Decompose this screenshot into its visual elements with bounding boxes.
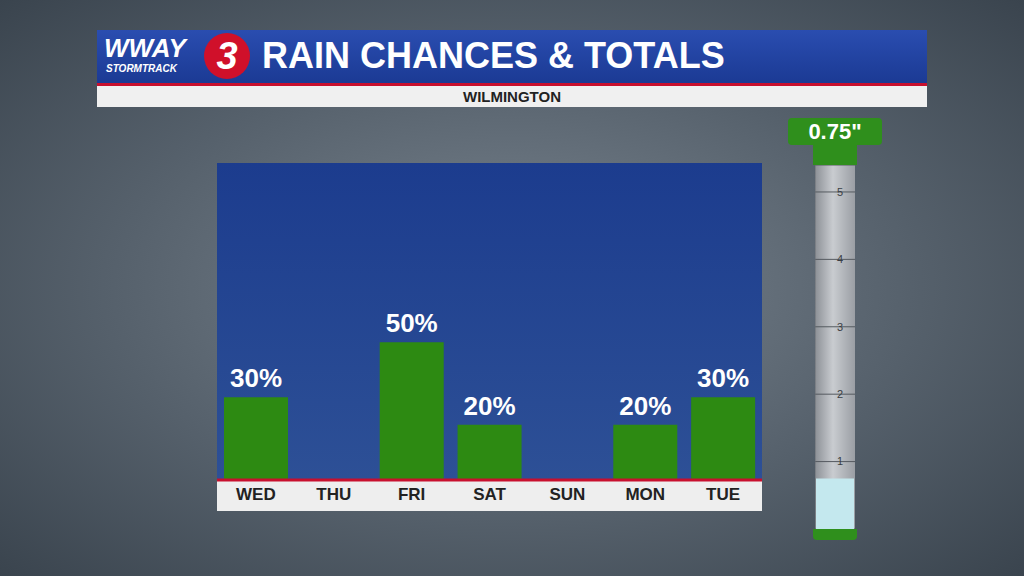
svg-text:1: 1 (837, 455, 843, 467)
html-text:WWAY: WWAY (104, 33, 186, 63)
svg-text:50%: 50% (386, 308, 438, 338)
html-text:WILMINGTON: WILMINGTON (463, 88, 561, 105)
svg-text:TUE: TUE (706, 485, 740, 504)
svg-text:FRI: FRI (398, 485, 425, 504)
html-text:RAIN CHANCES & TOTALS: RAIN CHANCES & TOTALS (262, 35, 725, 76)
svg-text:SAT: SAT (473, 485, 506, 504)
svg-text:4: 4 (837, 253, 843, 265)
svg-text:THU: THU (316, 485, 351, 504)
svg-text:WED: WED (236, 485, 276, 504)
svg-text:SUN: SUN (549, 485, 585, 504)
svg-text:3: 3 (837, 321, 843, 333)
svg-text:MON: MON (625, 485, 665, 504)
svg-text:5: 5 (837, 186, 843, 198)
html-text:STORMTRACK: STORMTRACK (106, 63, 177, 74)
html-text:0.75": 0.75" (808, 119, 862, 144)
svg-text:20%: 20% (619, 391, 671, 421)
html-text:3: 3 (216, 35, 238, 77)
svg-text:20%: 20% (464, 391, 516, 421)
svg-text:2: 2 (837, 388, 843, 400)
svg-text:30%: 30% (697, 363, 749, 393)
svg-text:30%: 30% (230, 363, 282, 393)
